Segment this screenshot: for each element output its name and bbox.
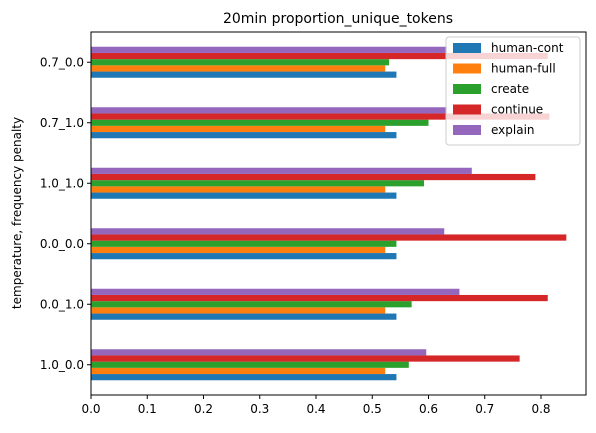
bar-human-full-0.7_0.0	[91, 65, 386, 72]
bar-continue-1.0_1.0	[91, 173, 536, 181]
bar-create-1.0_0.0	[91, 361, 409, 368]
x-tick-label: 0.1	[138, 402, 157, 416]
bar-explain-0.7_1.0	[91, 107, 448, 114]
legend-label-human-cont: human-cont	[491, 41, 564, 55]
x-tick-label: 0.8	[531, 402, 550, 416]
y-tick-label: 1.0_1.0	[40, 176, 84, 190]
y-axis: 1.0_0.0 0.0_1.0 0.0_0.0 1.0_1.0 0.7_1.0 0.7_0…	[40, 55, 91, 372]
bar-human-full-0.7_1.0	[91, 125, 386, 133]
bar-human-full-1.0_0.0	[91, 367, 386, 375]
bar-create-0.0_0.0	[91, 240, 397, 247]
legend-swatch-create	[453, 84, 481, 94]
x-tick-label: 0.6	[419, 402, 438, 416]
bar-human-cont-0.7_0.0	[91, 71, 397, 78]
x-tick-label: 0.3	[250, 402, 269, 416]
bar-continue-0.7_0.0	[91, 52, 548, 60]
x-tick-label: 0.7	[475, 402, 494, 416]
bar-create-0.7_0.0	[91, 59, 390, 66]
bar-create-0.7_1.0	[91, 119, 429, 126]
bar-explain-0.7_0.0	[91, 46, 448, 53]
y-tick-label: 0.0_1.0	[40, 297, 84, 311]
bar-human-full-0.0_0.0	[91, 246, 386, 254]
y-axis-label: temperature, frequency penalty	[10, 117, 24, 309]
x-tick-label: 0.5	[363, 402, 382, 416]
bar-explain-0.0_1.0	[91, 288, 460, 295]
y-tick-label: 0.7_0.0	[40, 55, 84, 69]
chart-title: 20min proportion_unique_tokens	[223, 11, 453, 27]
legend-label-explain: explain	[491, 123, 535, 137]
bar-continue-0.0_1.0	[91, 294, 548, 302]
bar-continue-0.7_1.0	[91, 113, 550, 120]
legend-swatch-continue	[453, 104, 481, 115]
bar-human-cont-1.0_0.0	[91, 374, 397, 381]
bar-human-cont-1.0_1.0	[91, 192, 397, 199]
x-tick-label: 0.0	[81, 402, 100, 416]
x-tick-label: 0.2	[194, 402, 213, 416]
bar-create-0.0_1.0	[91, 301, 412, 308]
bar-explain-1.0_1.0	[91, 167, 472, 174]
bar-continue-0.0_0.0	[91, 234, 567, 241]
x-axis: 0.0 0.1 0.2 0.3 0.4 0.5 0.6 0.7 0.8	[81, 395, 551, 416]
plot-frame	[90, 31, 587, 396]
bar-human-cont-0.0_1.0	[91, 313, 397, 320]
legend-label-create: create	[491, 82, 529, 96]
bars-group	[91, 46, 567, 381]
legend-swatch-human-cont	[453, 43, 481, 53]
y-tick-label: 0.0_0.0	[40, 237, 84, 251]
legend-swatch-explain	[453, 125, 481, 135]
bar-continue-1.0_0.0	[91, 355, 520, 362]
legend-label-human-full: human-full	[491, 62, 556, 76]
bar-explain-1.0_0.0	[91, 349, 427, 356]
y-tick-label: 0.7_1.0	[40, 116, 84, 130]
bar-human-cont-0.0_0.0	[91, 253, 397, 260]
legend: human-cont human-full create continue explai…	[445, 36, 581, 146]
bar-human-full-0.0_1.0	[91, 307, 386, 314]
bar-human-full-1.0_1.0	[91, 186, 386, 193]
legend-label-continue: continue	[491, 103, 543, 117]
bar-explain-0.0_0.0	[91, 228, 445, 235]
legend-swatch-human-full	[453, 63, 481, 74]
x-tick-label: 0.4	[306, 402, 325, 416]
bar-create-1.0_1.0	[91, 180, 424, 187]
y-tick-label: 1.0_0.0	[40, 358, 84, 372]
bar-human-cont-0.7_1.0	[91, 132, 397, 139]
